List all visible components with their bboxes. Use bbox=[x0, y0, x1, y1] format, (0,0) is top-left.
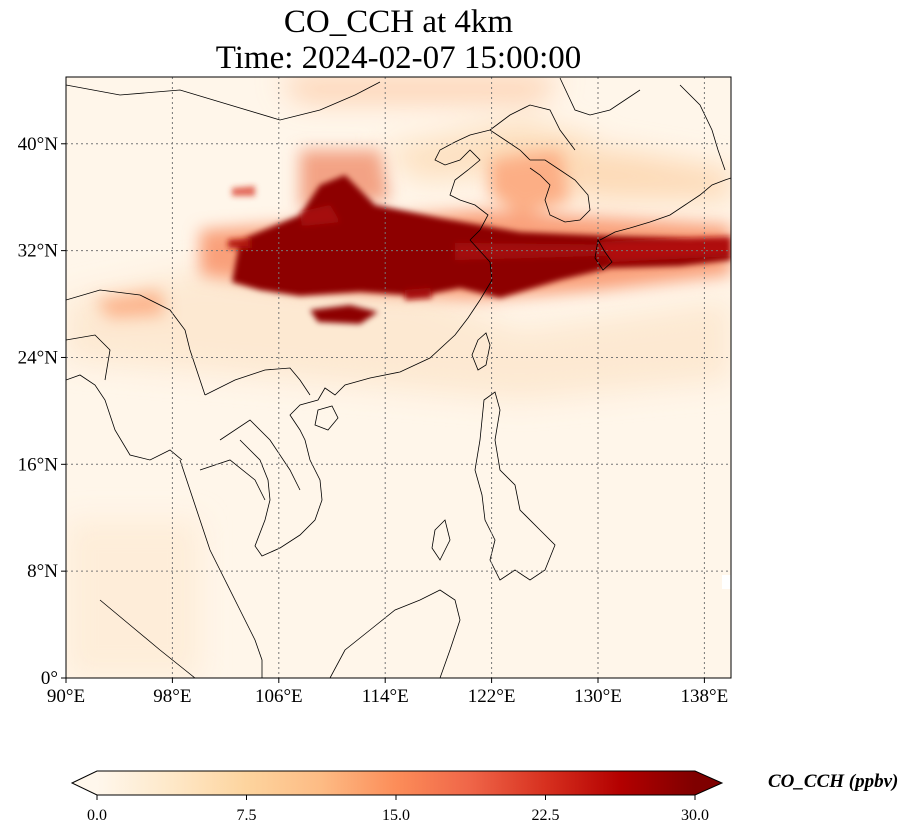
lon-tick-label: 122°E bbox=[468, 686, 516, 707]
missing-data-patch bbox=[722, 575, 731, 589]
lon-tick-label: 138°E bbox=[681, 686, 729, 707]
map-title: CO_CCH at 4km bbox=[283, 4, 514, 40]
axis-ticks: 90°E 98°E 106°E 114°E 122°E 130°E 138°E 0° 8°N 16… bbox=[18, 134, 729, 707]
lat-tick-label: 24°N bbox=[18, 347, 59, 368]
lon-tick-label: 130°E bbox=[574, 686, 622, 707]
lon-tick-label: 90°E bbox=[47, 686, 85, 707]
concentration-field bbox=[66, 77, 731, 678]
lat-tick-label: 16°N bbox=[18, 454, 59, 475]
lat-tick-label: 32°N bbox=[18, 241, 59, 262]
colorbar-tick-label: 30.0 bbox=[681, 807, 709, 824]
lon-tick-label: 106°E bbox=[255, 686, 303, 707]
haze-layer bbox=[66, 78, 731, 678]
lat-tick-label: 0° bbox=[41, 668, 58, 689]
colorbar-gradient bbox=[97, 771, 695, 795]
colorbar-label: CO_CCH (ppbv) bbox=[768, 771, 899, 792]
map-subtitle-time: Time: 2024-02-07 15:00:00 bbox=[215, 40, 582, 76]
gridlines bbox=[66, 77, 731, 678]
map-frame bbox=[65, 76, 732, 679]
colorbar-tick-label: 7.5 bbox=[237, 807, 257, 824]
lat-tick-label: 8°N bbox=[27, 561, 58, 582]
lat-tick-label: 40°N bbox=[18, 134, 59, 155]
coastlines bbox=[66, 77, 731, 678]
colorbar-extend-high bbox=[695, 771, 722, 795]
colorbar-tick-label: 15.0 bbox=[382, 807, 410, 824]
colorbar-ticks: 0.0 7.5 15.0 22.5 30.0 bbox=[87, 795, 709, 824]
colorbar: 0.0 7.5 15.0 22.5 30.0 bbox=[70, 770, 724, 824]
colorbar-extend-low bbox=[72, 771, 97, 795]
lon-tick-label: 98°E bbox=[153, 686, 191, 707]
colorbar-tick-label: 22.5 bbox=[532, 807, 560, 824]
lon-tick-label: 114°E bbox=[362, 686, 409, 707]
colorbar-tick-label: 0.0 bbox=[87, 807, 107, 824]
